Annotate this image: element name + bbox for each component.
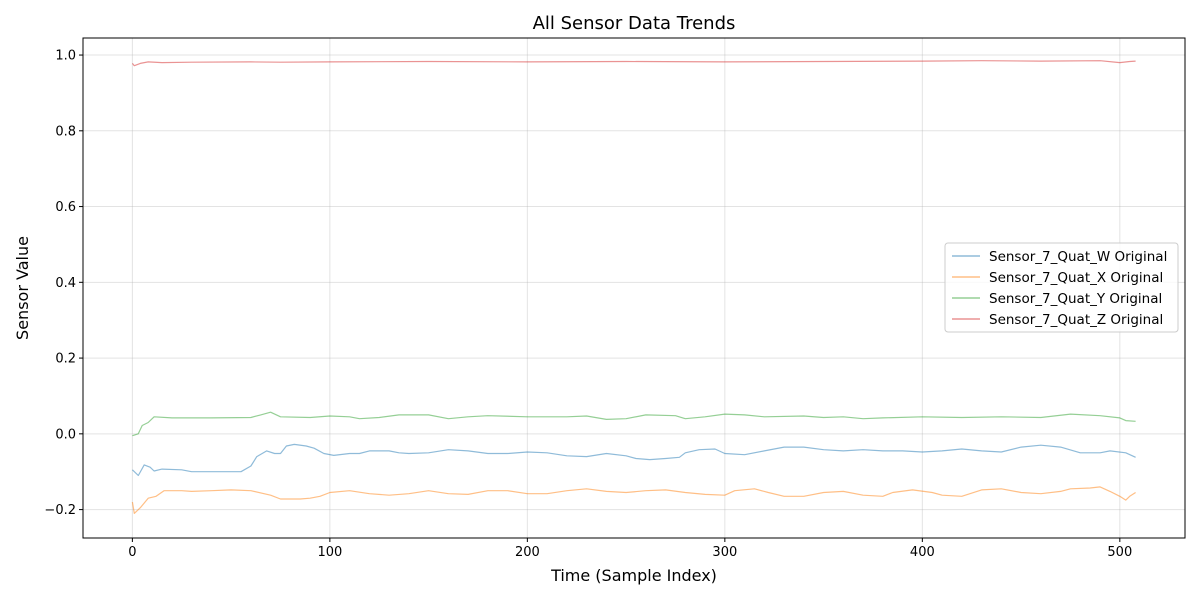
legend: Sensor_7_Quat_W Original Sensor_7_Quat_X … <box>944 242 1179 333</box>
legend-box <box>944 242 1179 333</box>
x-tick-label: 200 <box>515 545 540 560</box>
x-axis-label: Time (Sample Index) <box>550 566 717 585</box>
y-tick-label: −0.2 <box>44 503 76 518</box>
y-tick-label: 0.0 <box>55 427 76 442</box>
series-line-2 <box>132 411 1136 437</box>
series-lines <box>131 60 1136 514</box>
x-tick-label: 400 <box>910 545 935 560</box>
x-tick-label: 300 <box>712 545 737 560</box>
x-tick-label: 500 <box>1107 545 1132 560</box>
y-tick-label: 0.4 <box>55 276 76 291</box>
x-axis-ticks: 0 100 200 300 400 500 <box>128 538 1132 560</box>
y-tick-label: 0.2 <box>55 352 76 367</box>
series-line-0 <box>131 443 1136 477</box>
legend-label-2: Sensor_7_Quat_Y Original <box>989 291 1162 307</box>
legend-label-3: Sensor_7_Quat_Z Original <box>989 312 1163 328</box>
y-axis-label: Sensor Value <box>13 236 32 340</box>
y-tick-label: 1.0 <box>55 49 76 64</box>
x-tick-label: 0 <box>128 545 136 560</box>
chart-title: All Sensor Data Trends <box>533 13 736 34</box>
series-line-1 <box>131 486 1136 514</box>
plot-frame <box>82 37 1186 539</box>
legend-label-1: Sensor_7_Quat_X Original <box>989 270 1163 286</box>
legend-label-0: Sensor_7_Quat_W Original <box>989 249 1167 265</box>
y-axis-ticks: −0.2 0.0 0.2 0.4 0.6 0.8 1.0 <box>44 49 83 518</box>
x-tick-label: 100 <box>317 545 342 560</box>
series-line-3 <box>131 60 1136 67</box>
y-tick-label: 0.6 <box>55 200 76 215</box>
y-tick-label: 0.8 <box>55 124 76 139</box>
